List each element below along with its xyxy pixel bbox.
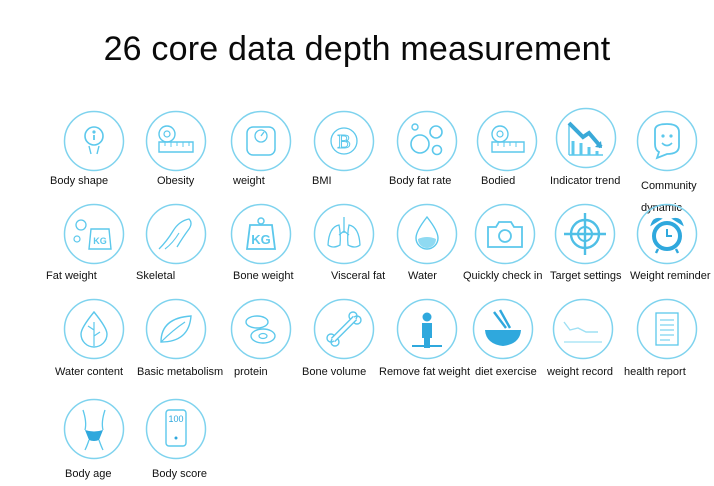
label-health-report: health report	[624, 366, 686, 378]
bone-icon[interactable]	[313, 298, 375, 360]
svg-text:KG: KG	[93, 236, 107, 246]
person-icon[interactable]	[396, 298, 458, 360]
tape-measure-icon[interactable]	[476, 110, 538, 172]
alarm-clock-icon[interactable]	[636, 203, 698, 265]
smiley-chat-icon[interactable]	[636, 110, 698, 172]
label-weight-reminder: Weight reminder	[630, 270, 711, 282]
label-body-score: Body score	[152, 468, 208, 480]
label-remove-fat-weight: Remove fat weight	[379, 366, 471, 378]
label-quickly-check-in: Quickly check in	[463, 270, 543, 282]
skeletal-arm-icon[interactable]	[145, 203, 207, 265]
label-protein: protein	[234, 366, 268, 378]
torso-icon[interactable]	[63, 398, 125, 460]
protein-icon[interactable]	[230, 298, 292, 360]
label-body-age: Body age	[65, 468, 112, 480]
leaf-drop-icon[interactable]	[63, 298, 125, 360]
label-weight: weight	[233, 175, 265, 187]
kg-weight-icon[interactable]: KG	[230, 203, 292, 265]
svg-text:B: B	[337, 131, 350, 153]
fat-weight-icon[interactable]: KG	[63, 203, 125, 265]
label-body-fat-rate: Body fat rate	[389, 175, 452, 187]
label-diet-exercise: diet exercise	[475, 366, 537, 378]
lungs-icon[interactable]	[313, 203, 375, 265]
label-bone-volume: Bone volume	[302, 366, 367, 378]
label-water: Water	[408, 270, 437, 282]
svg-text:KG: KG	[251, 232, 271, 247]
label-visceral-fat: Visceral fat	[331, 270, 386, 282]
label-bmi: BMI	[312, 175, 332, 187]
label-water-content: Water content	[55, 366, 124, 378]
crosshair-icon[interactable]	[554, 203, 616, 265]
bowl-icon[interactable]	[472, 298, 534, 360]
label-body-shape: Body shape	[50, 175, 109, 187]
tape-measure-icon[interactable]	[145, 110, 207, 172]
label-bone-weight: Bone weight	[233, 270, 294, 282]
label-target-settings: Target settings	[550, 270, 622, 282]
label-fat-weight: Fat weight	[46, 270, 97, 282]
page-title: 26 core data depth measurement	[103, 30, 611, 68]
svg-text:100: 100	[168, 414, 183, 424]
label-obesity: Obesity	[157, 175, 195, 187]
camera-icon[interactable]	[474, 203, 536, 265]
label-basic-metabolism: Basic metabolism	[137, 366, 224, 378]
leaf-icon[interactable]	[145, 298, 207, 360]
label-indicator-trend: Indicator trend	[550, 175, 621, 187]
line-chart-icon[interactable]	[552, 298, 614, 360]
score-phone-icon[interactable]: 100	[145, 398, 207, 460]
body-shape-icon[interactable]	[63, 110, 125, 172]
molecule-icon[interactable]	[396, 110, 458, 172]
water-drop-icon[interactable]	[396, 203, 458, 265]
trend-chart-icon[interactable]	[555, 107, 617, 169]
label-skeletal: Skeletal	[136, 270, 176, 282]
label-bodied: Bodied	[481, 175, 516, 187]
label-weight-record: weight record	[547, 366, 614, 378]
bmi-icon[interactable]: B	[313, 110, 375, 172]
scale-icon[interactable]	[230, 110, 292, 172]
report-icon[interactable]	[636, 298, 698, 360]
